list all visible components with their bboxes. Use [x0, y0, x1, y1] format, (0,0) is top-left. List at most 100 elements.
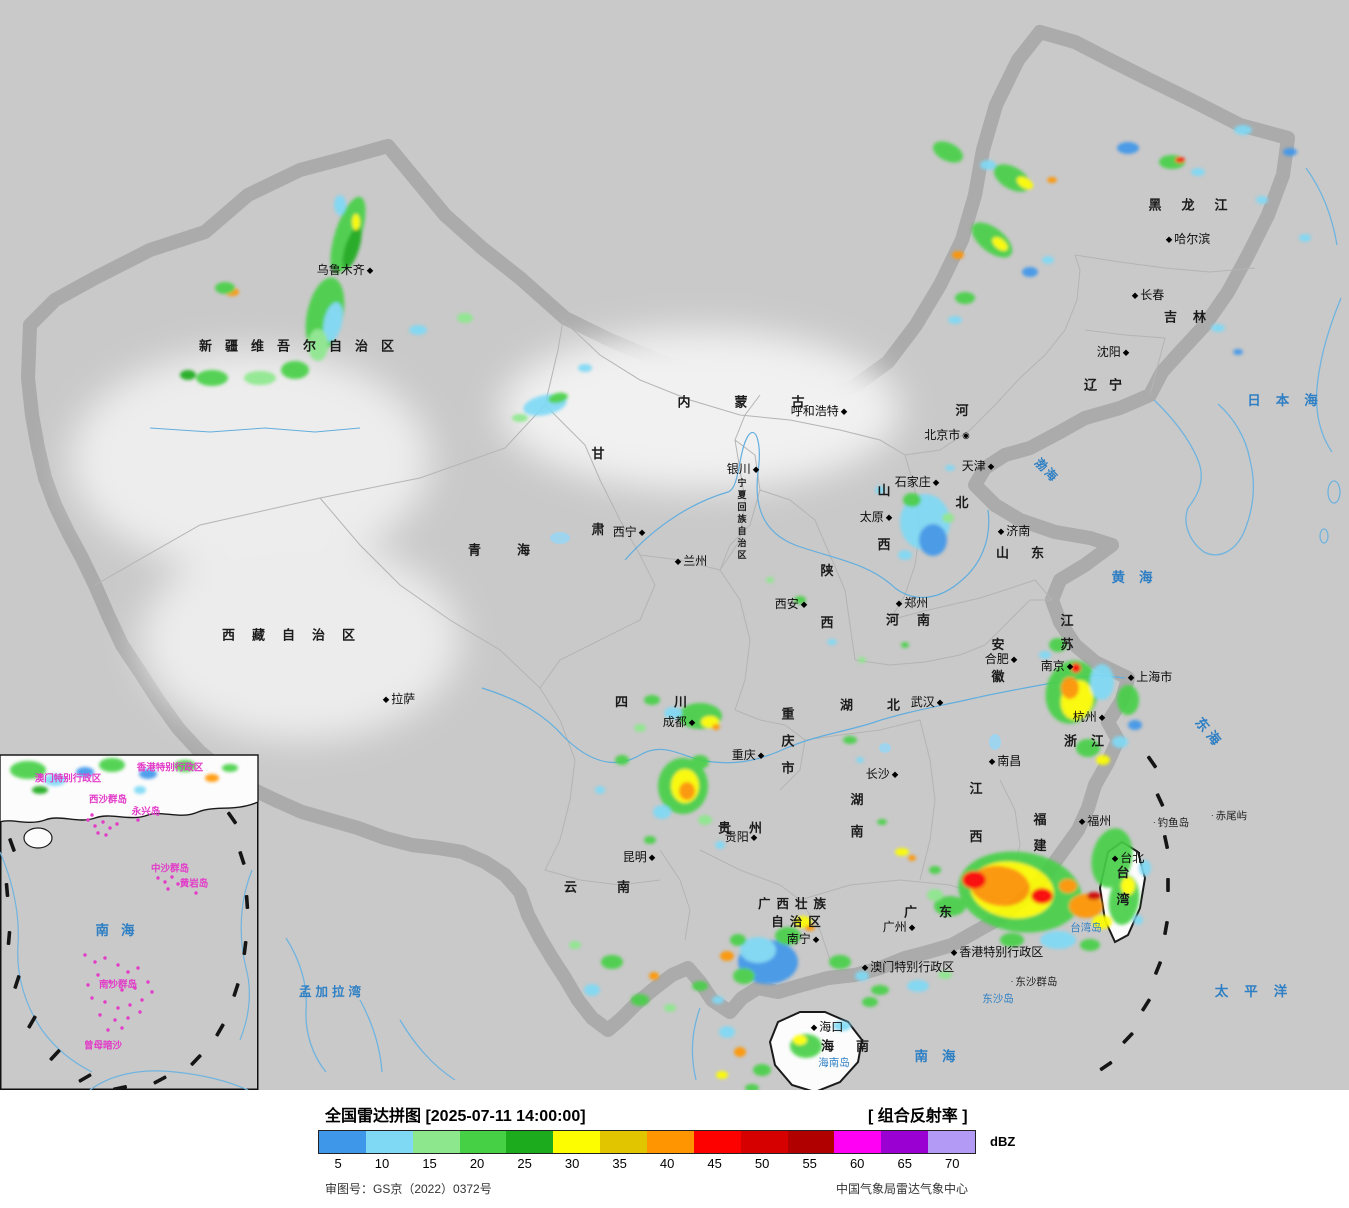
radar-echo: [352, 214, 360, 230]
colorbar-tick: 20: [469, 1156, 485, 1171]
radar-echo: [595, 786, 605, 794]
colorbar-tick: 60: [849, 1156, 865, 1171]
legend-panel: 全国雷达拼图 [2025-07-11 14:00:00] [ 组合反射率 ] 5…: [0, 1090, 1349, 1208]
radar-echo: [1031, 888, 1053, 904]
radar-echo: [775, 927, 801, 945]
radar-echo: [615, 755, 629, 765]
radar-echo: [512, 414, 528, 422]
colorbar-segment: [365, 1131, 413, 1153]
colorbar-tick: 30: [564, 1156, 580, 1171]
radar-echo: [970, 865, 1030, 907]
colorbar-segment: [928, 1131, 976, 1153]
colorbar-segment: [412, 1131, 460, 1153]
radar-echo: [644, 695, 660, 705]
reflectivity-colorbar: [318, 1130, 976, 1154]
radar-echo: [833, 1021, 851, 1031]
boundary-dash: [1163, 920, 1169, 936]
island-dot: [90, 813, 94, 817]
radar-echo: [938, 971, 952, 979]
radar-echo: [569, 941, 581, 949]
radar-echo: [927, 889, 943, 901]
radar-echo: [1042, 256, 1054, 264]
radar-echo: [584, 984, 600, 996]
inset-foreign-coasts: [0, 851, 253, 1090]
radar-echo: [1061, 677, 1079, 699]
radar-echo: [929, 866, 941, 874]
colorbar-tick: 25: [517, 1156, 532, 1171]
radar-echo: [334, 195, 346, 215]
radar-echo: [691, 755, 709, 769]
radar-echo: [712, 996, 724, 1004]
radar-echo: [942, 513, 954, 523]
colorbar-segment: [647, 1131, 694, 1153]
island-dot: [146, 980, 150, 984]
radar-echo: [1049, 638, 1067, 652]
colorbar-segment: [319, 1131, 366, 1153]
radar-echo: [631, 994, 649, 1006]
colorbar-segment: [740, 1131, 788, 1153]
radar-echo: [44, 774, 66, 786]
island-dot: [126, 970, 130, 974]
radar-echo: [948, 316, 962, 324]
island-dot: [96, 973, 100, 977]
radar-echo: [1133, 915, 1143, 925]
radar-echo: [548, 392, 568, 404]
island-dot: [194, 891, 198, 895]
radar-echo: [734, 1047, 746, 1057]
radar-echo: [1080, 939, 1100, 951]
radar-echo: [719, 1026, 735, 1038]
boundary-dash: [1155, 793, 1165, 807]
radar-echo: [855, 971, 869, 981]
boundary-dash: [238, 851, 246, 865]
radar-echo: [1112, 736, 1128, 748]
island-dot: [138, 1010, 142, 1014]
radar-echo: [1117, 142, 1139, 154]
radar-echo: [578, 364, 592, 372]
radar-echo: [733, 968, 755, 984]
island-dots-layer: [83, 813, 198, 1032]
boundary-dash: [190, 1054, 202, 1066]
radar-echo: [1256, 196, 1268, 204]
radar-echo: [858, 657, 866, 663]
radar-echo: [323, 302, 343, 342]
island-dot: [140, 998, 144, 1002]
boundary-dash: [226, 811, 238, 825]
unit-label: dBZ: [990, 1134, 1016, 1149]
colorbar-tick: 65: [897, 1156, 912, 1171]
boundary-dash: [153, 1075, 167, 1085]
radar-echo: [1128, 720, 1142, 730]
radar-echo: [877, 819, 887, 825]
radar-echo: [32, 786, 48, 794]
island-dot: [101, 820, 105, 824]
radar-echo: [1211, 324, 1225, 332]
radar-echo: [1039, 651, 1051, 659]
radar-echo: [827, 639, 837, 645]
radar-echo: [196, 370, 228, 386]
radar-echo: [342, 226, 362, 270]
radar-echo: [895, 848, 909, 856]
radar-echo: [716, 1071, 728, 1079]
radar-echo-layer: [10, 125, 1311, 1090]
rivers: [149, 427, 1126, 764]
radar-echo: [1087, 892, 1101, 900]
island-dot: [83, 953, 87, 957]
yangtze-river: [481, 674, 1126, 764]
island-dot: [133, 986, 137, 990]
radar-map-canvas: [0, 25, 1342, 1090]
tarim-river: [149, 427, 361, 433]
radar-echo: [1283, 148, 1297, 156]
radar-echo: [10, 761, 46, 779]
boundary-dash: [232, 983, 240, 997]
island-dot: [104, 833, 108, 837]
radar-echo: [692, 981, 708, 991]
radar-echo: [664, 707, 682, 719]
radar-echo: [955, 292, 975, 304]
boundary-dash: [13, 975, 21, 989]
island-dot: [136, 966, 140, 970]
inset-hainan: [23, 827, 53, 849]
radar-echo: [908, 855, 916, 861]
data-source-credit: 中国气象局雷达气象中心: [836, 1182, 969, 1196]
boundary-dash: [1099, 1060, 1113, 1072]
vietnam-coastline: [691, 1007, 701, 1081]
boundary-dash: [1141, 998, 1151, 1012]
